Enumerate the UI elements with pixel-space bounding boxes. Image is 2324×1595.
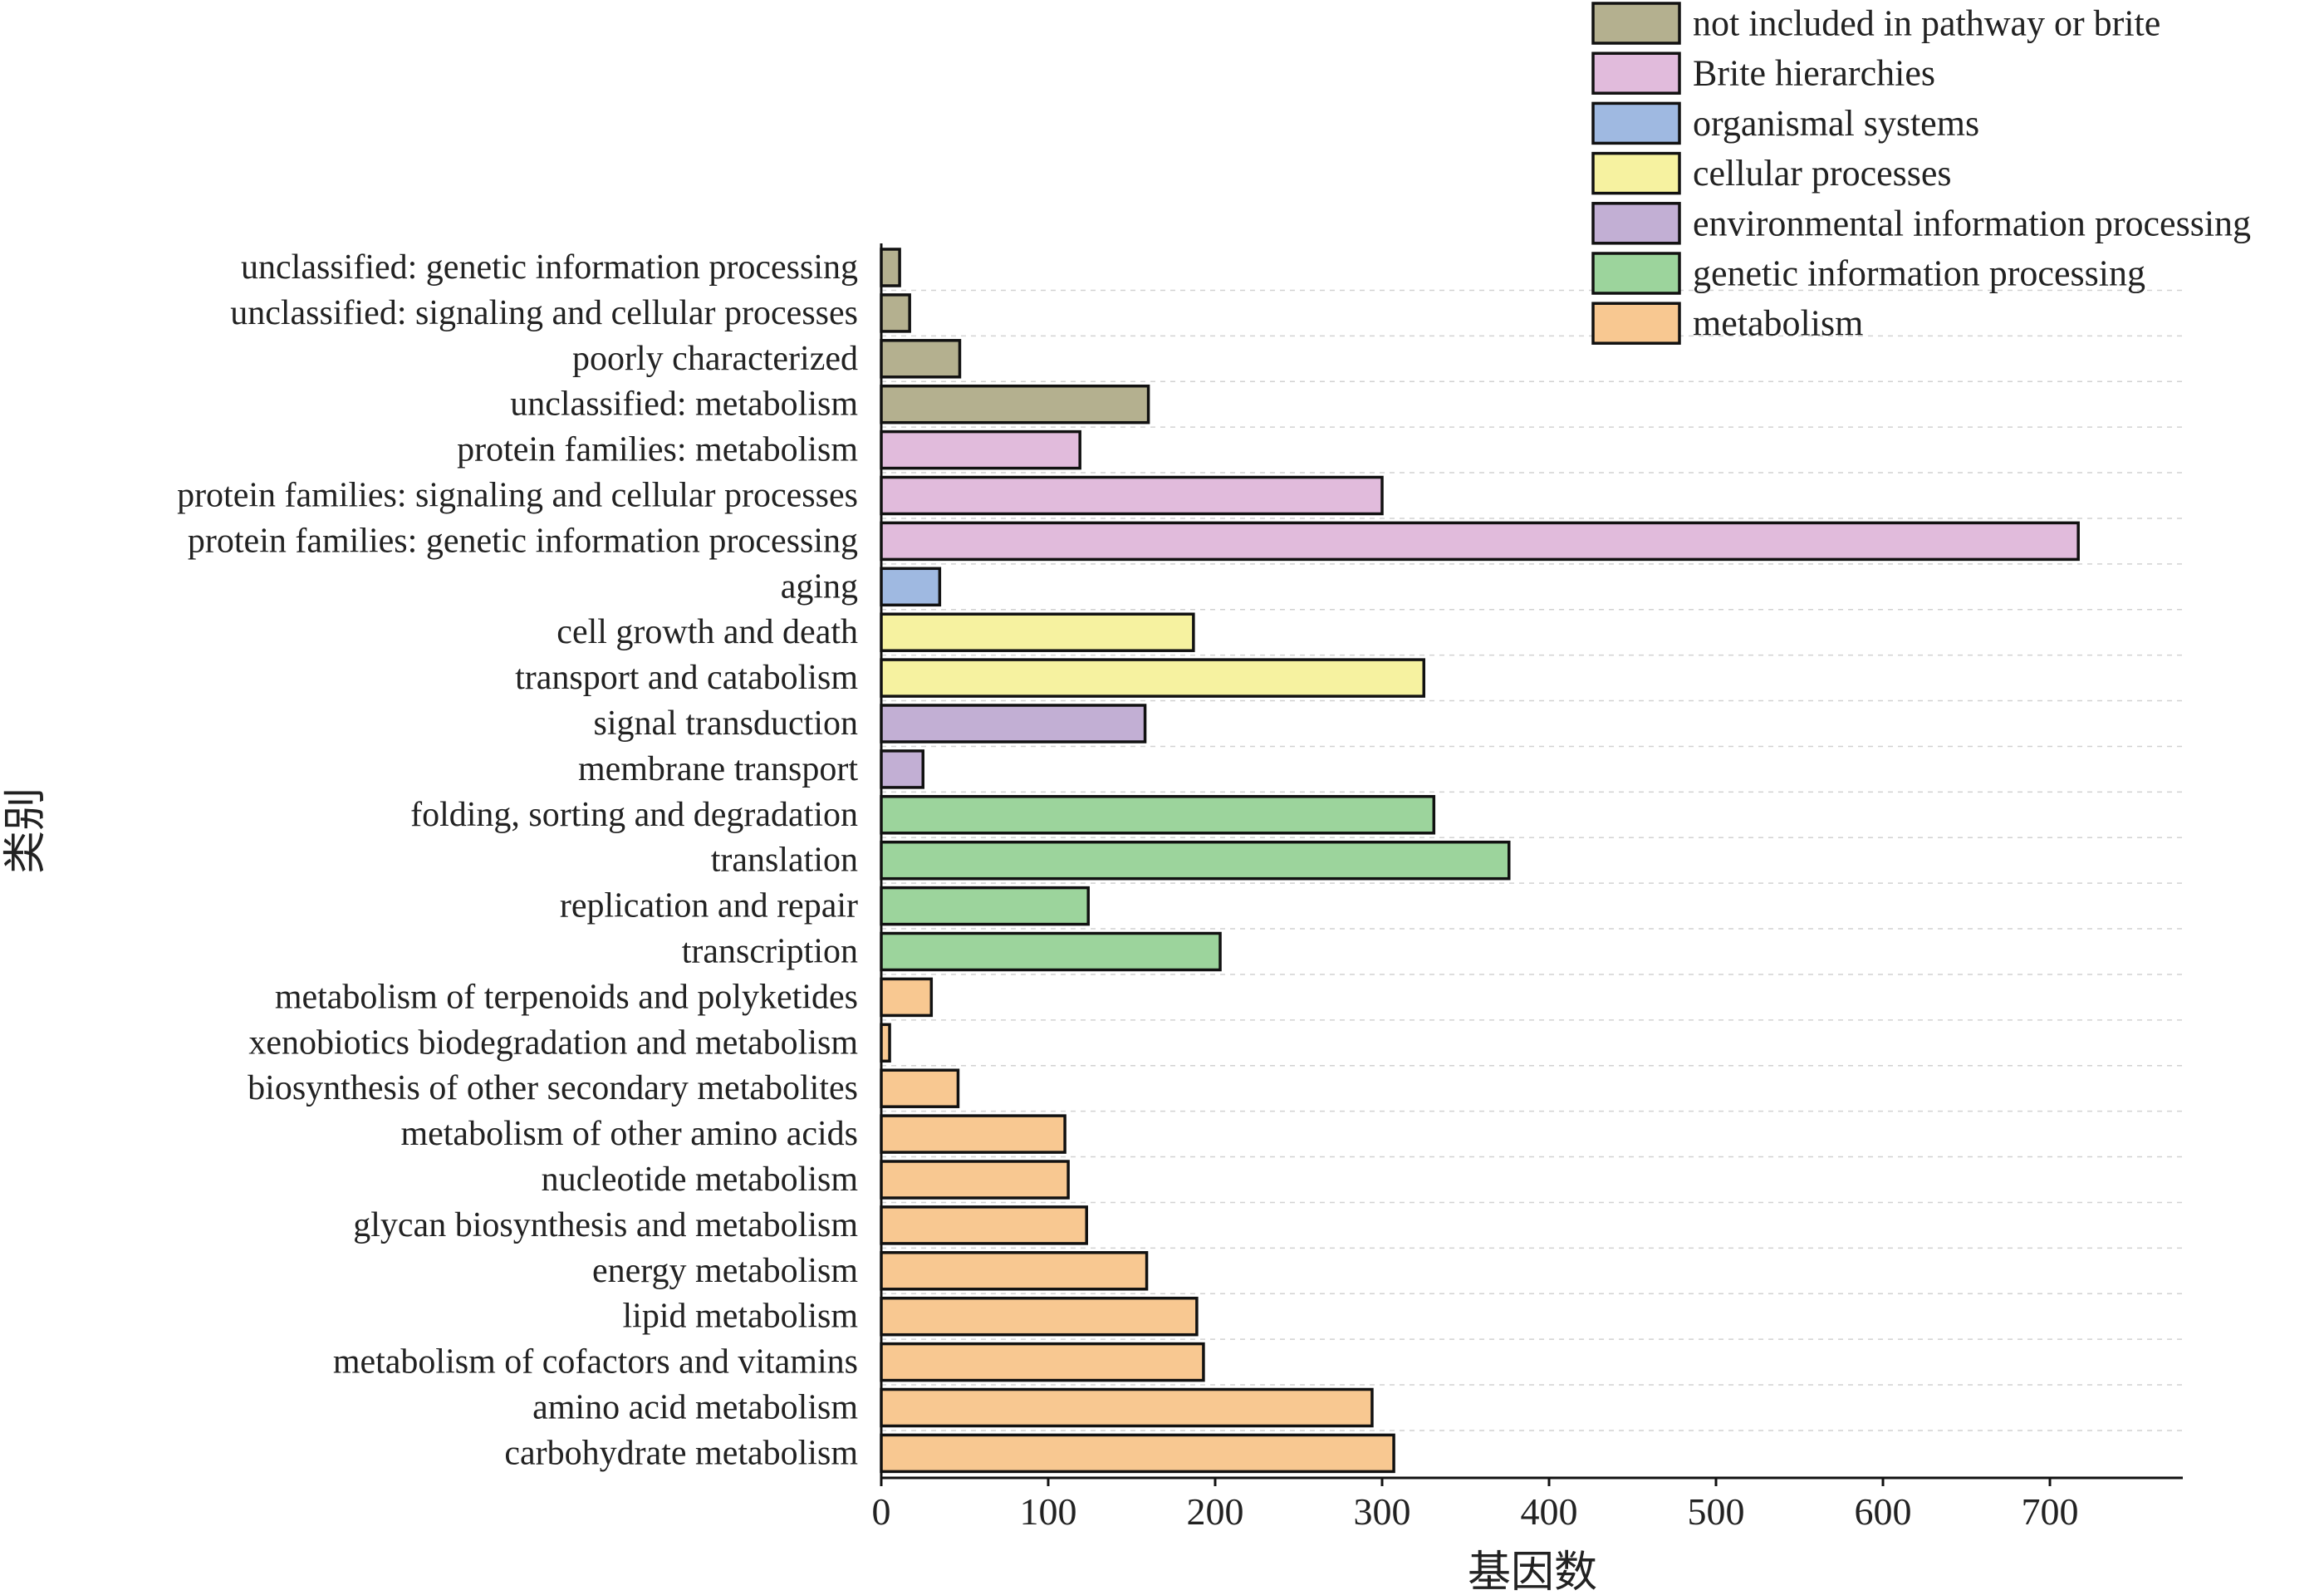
x-tick-label: 700 [2022, 1490, 2079, 1533]
category-label: metabolism of cofactors and vitamins [333, 1343, 858, 1382]
x-tick-label: 0 [872, 1490, 891, 1533]
category-label: biosynthesis of other secondary metaboli… [248, 1069, 858, 1107]
bar-23 [880, 1296, 1199, 1337]
bar-15 [880, 931, 1222, 972]
bar-4 [880, 429, 1081, 470]
category-label: nucleotide metabolism [542, 1161, 859, 1199]
legend-swatch [1591, 151, 1681, 195]
category-label: glycan biosynthesis and metabolism [353, 1206, 858, 1244]
category-label: signal transduction [594, 704, 858, 743]
legend-label: cellular processes [1693, 153, 1952, 194]
category-label: carbohydrate metabolism [504, 1434, 858, 1472]
bar-5 [880, 475, 1384, 516]
legend-label: environmental information processing [1693, 203, 2251, 243]
legend-swatch [1591, 252, 1681, 295]
x-tick-label: 100 [1020, 1490, 1077, 1533]
bar-22 [880, 1251, 1149, 1291]
bar-14 [880, 886, 1090, 926]
bar-13 [880, 840, 1511, 881]
category-label: transcription [682, 933, 858, 971]
legend-label: Brite hierarchies [1693, 53, 1935, 94]
category-label: folding, sorting and degradation [410, 796, 858, 834]
legend-label: organismal systems [1693, 103, 1979, 144]
category-label: energy metabolism [592, 1252, 858, 1290]
category-label: translation [711, 842, 858, 880]
category-label: amino acid metabolism [532, 1389, 858, 1427]
category-label: protein families: signaling and cellular… [177, 477, 858, 515]
bar-11 [880, 749, 924, 789]
y-axis-title: 类别 [1, 788, 51, 874]
category-label: lipid metabolism [623, 1298, 859, 1336]
bar-12 [880, 795, 1436, 835]
category-label: metabolism of other amino acids [400, 1115, 858, 1153]
legend-swatch [1591, 101, 1681, 145]
bar-10 [880, 704, 1147, 744]
category-label: xenobiotics biodegradation and metabolis… [248, 1023, 858, 1062]
bar-20 [880, 1160, 1070, 1200]
bar-7 [880, 567, 942, 607]
legend-swatch [1591, 302, 1681, 345]
grid-lines [881, 289, 2183, 1431]
bar-16 [880, 977, 934, 1018]
legend-label: not included in pathway or brite [1693, 3, 2160, 44]
category-label: cell growth and death [556, 613, 858, 651]
legend-swatch [1591, 202, 1681, 245]
bar-0 [880, 248, 901, 287]
x-axis-ticks: 0 100 200 300 400 500 600 700 [872, 1478, 2079, 1533]
category-label: aging [781, 567, 858, 606]
bar-3 [880, 384, 1150, 425]
category-label: unclassified: genetic information proces… [241, 248, 858, 287]
legend-swatch [1591, 52, 1681, 95]
bar-21 [880, 1205, 1088, 1245]
legend-label: metabolism [1693, 303, 1863, 344]
bars [880, 248, 2080, 1474]
bar-17 [880, 1023, 891, 1063]
legend-swatch [1591, 2, 1681, 45]
category-label: protein families: genetic information pr… [188, 522, 858, 560]
x-tick-label: 400 [1521, 1490, 1578, 1533]
bar-2 [880, 339, 962, 379]
legend: not included in pathway or brite Brite hi… [1591, 2, 2251, 345]
category-label: metabolism of terpenoids and polyketides [275, 978, 858, 1016]
bar-18 [880, 1068, 960, 1108]
x-axis-title: 基因数 [1468, 1548, 1597, 1595]
bar-24 [880, 1342, 1205, 1382]
category-label: replication and repair [560, 887, 858, 925]
category-label: unclassified: metabolism [510, 385, 858, 424]
legend-label: genetic information processing [1693, 253, 2145, 294]
x-tick-label: 200 [1187, 1490, 1244, 1533]
bar-26 [880, 1433, 1395, 1474]
category-label: unclassified: signaling and cellular pro… [230, 294, 858, 332]
bar-19 [880, 1114, 1066, 1154]
bar-8 [880, 612, 1195, 652]
category-label: transport and catabolism [515, 659, 858, 697]
bar-9 [880, 658, 1425, 698]
x-tick-label: 500 [1688, 1490, 1745, 1533]
bar-1 [880, 293, 911, 333]
x-tick-label: 600 [1855, 1490, 1912, 1533]
bar-25 [880, 1387, 1374, 1428]
category-label: poorly characterized [572, 340, 858, 378]
category-label: membrane transport [578, 750, 858, 788]
category-label: protein families: metabolism [457, 431, 858, 469]
bar-6 [880, 521, 2080, 562]
x-tick-label: 300 [1354, 1490, 1411, 1533]
category-labels: unclassified: genetic information proces… [177, 248, 858, 1472]
